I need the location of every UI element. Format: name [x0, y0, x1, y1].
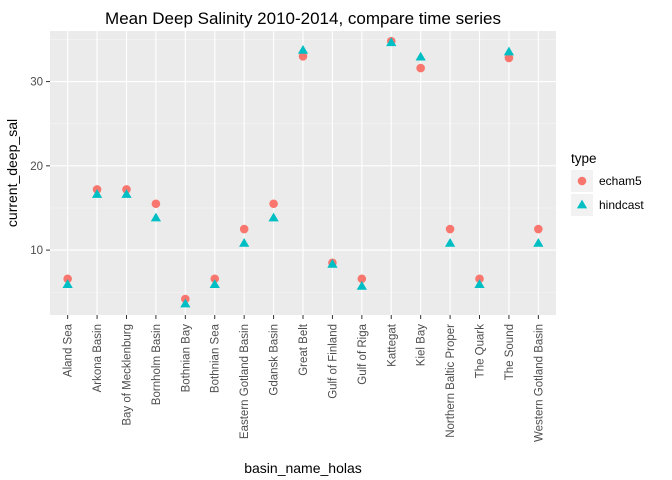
legend-label: hindcast: [599, 198, 644, 212]
chart-title: Mean Deep Salinity 2010-2014, compare ti…: [105, 9, 501, 28]
y-tick-label: 30: [30, 77, 43, 89]
hindcast-point: [386, 37, 397, 47]
x-tick-label: Bothnian Bay: [180, 324, 192, 393]
legend-label: echam5: [599, 174, 642, 188]
echam5-point: [269, 199, 278, 209]
y-axis-title: current_deep_sal: [4, 119, 20, 227]
x-tick-label: Eastern Gotland Basin: [239, 324, 251, 439]
y-axis-ticks: 10 20 30: [30, 77, 50, 257]
x-tick-label: Gulf of Finland: [327, 324, 339, 399]
legend-title: type: [571, 151, 597, 166]
x-tick-label: Aland Sea: [63, 323, 75, 377]
x-tick-label: Western Gotland Basin: [533, 324, 545, 442]
x-tick-label: Arkona Basin: [92, 324, 104, 392]
hindcast-point: [91, 189, 103, 198]
hindcast-point: [533, 237, 544, 247]
legend: type echam5 hindcast: [571, 151, 644, 216]
x-tick-label: Gulf of Riga: [357, 323, 369, 384]
x-axis-ticks: Aland Sea Arkona Basin Bay of Mecklenburg B…: [63, 315, 545, 442]
x-tick-label: The Sound: [504, 324, 516, 380]
x-tick-label: The Quark: [475, 324, 487, 379]
echam5-point: [475, 274, 484, 284]
echam5-point: [151, 199, 161, 209]
hindcast-point: [62, 279, 73, 289]
hindcast-point: [327, 259, 338, 268]
x-tick-label: Bornholm Basin: [151, 324, 163, 405]
x-tick-label: Kattegat: [386, 323, 398, 367]
echam5-point: [210, 274, 220, 284]
echam5-point: [357, 274, 367, 284]
hindcast-point: [356, 280, 367, 290]
x-tick-label: Great Belt: [298, 323, 310, 376]
echam5-point: [445, 224, 455, 234]
x-tick-label: Bay of Mecklenburg: [121, 324, 133, 426]
hindcast-point: [503, 46, 515, 56]
echam5-point: [504, 53, 514, 63]
points: [62, 36, 544, 308]
hindcast-point: [444, 237, 456, 247]
hindcast-point: [239, 237, 250, 247]
y-tick-label: 10: [30, 245, 43, 257]
echam5-point: [416, 63, 425, 73]
hindcast-point: [121, 189, 132, 198]
echam5-point: [63, 274, 72, 284]
x-tick-label: Gdansk Basin: [269, 324, 281, 396]
x-tick-label: Kiel Bay: [416, 324, 428, 366]
echam5-point: [534, 224, 543, 234]
x-axis-title: basin_name_holas: [244, 460, 362, 476]
hindcast-point: [209, 279, 220, 289]
legend-key-hindcast: [576, 199, 588, 209]
x-tick-label: Bothnian Sea: [210, 323, 222, 393]
x-tick-label: Northern Baltic Proper: [445, 324, 457, 438]
hindcast-point: [474, 279, 485, 289]
hindcast-point: [297, 44, 309, 54]
hindcast-point: [268, 212, 279, 222]
echam5-point: [239, 224, 249, 234]
y-tick-label: 20: [30, 161, 43, 173]
hindcast-point: [150, 212, 162, 222]
echam5-point: [298, 51, 308, 61]
hindcast-point: [415, 51, 426, 61]
legend-key-echam5: [577, 176, 587, 186]
hindcast-point: [180, 298, 191, 308]
